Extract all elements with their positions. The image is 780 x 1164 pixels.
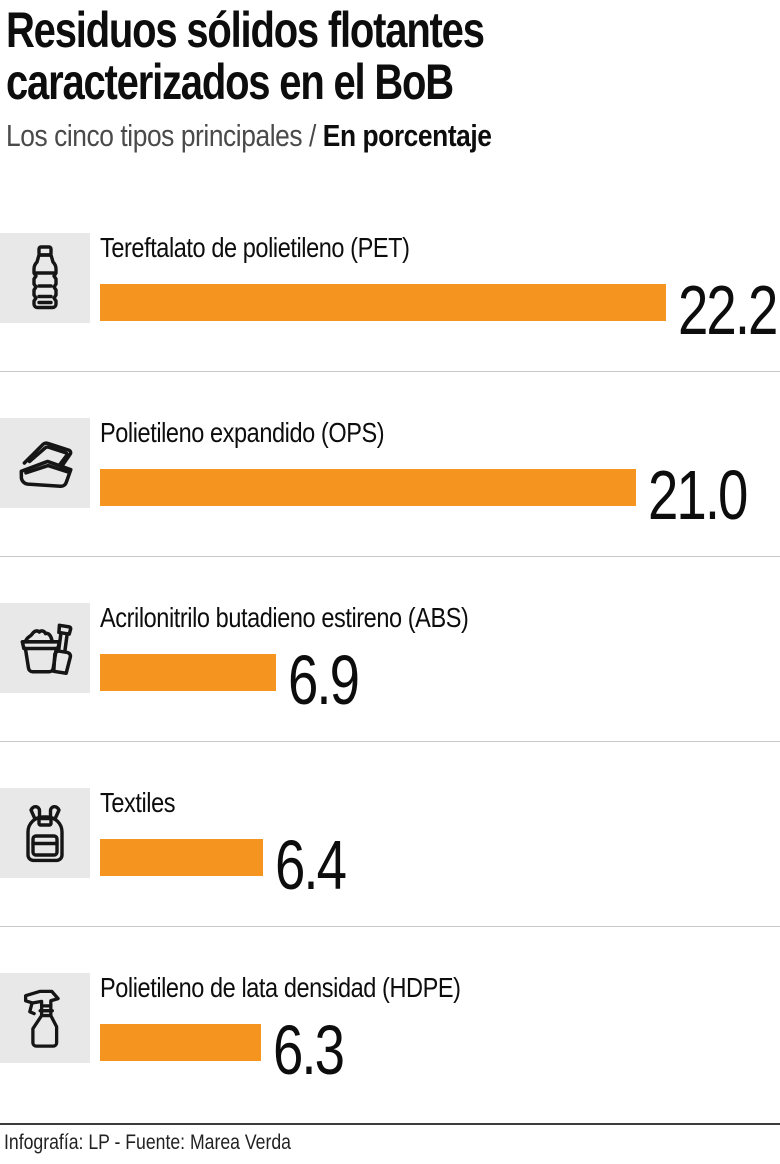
bar-line: 6.4: [100, 806, 365, 900]
bar-value: 6.4: [275, 826, 347, 904]
row-separator: [0, 926, 780, 927]
bar: [100, 469, 636, 506]
bar-chart: Tereftalato de polietileno (PET) 22.2 Po…: [0, 232, 780, 1085]
footer: Infografía: LP - Fuente: Marea Verda: [0, 1123, 780, 1156]
subtitle-bold: En porcentaje: [322, 118, 492, 153]
row-separator: [0, 556, 780, 557]
icon-box: [0, 973, 90, 1063]
chart-row-textiles: Textiles 6.4: [0, 787, 780, 900]
chart-row-pet: Tereftalato de polietileno (PET) 22.2: [0, 232, 780, 345]
page-subtitle: Los cinco tipos principales / En porcent…: [6, 118, 780, 154]
row-content: Textiles 6.4: [100, 787, 780, 900]
chart-row-hdpe: Polietileno de lata densidad (HDPE) 6.3: [0, 972, 780, 1085]
icon-box: [0, 788, 90, 878]
category-label: Textiles: [100, 787, 176, 818]
bar-value: 6.3: [273, 1011, 345, 1089]
page-title: Residuos sólidos flotantes caracterizado…: [6, 4, 780, 108]
water-bottle-icon: [32, 245, 58, 310]
bar: [100, 1024, 261, 1061]
footer-credit: Infografía: LP - Fuente: Marea Verda: [4, 1131, 291, 1154]
title-line-1: Residuos sólidos flotantes: [6, 2, 485, 58]
chart-row-ops: Polietileno expandido (OPS) 21.0: [0, 417, 780, 530]
row-content: Tereftalato de polietileno (PET) 22.2: [100, 232, 780, 345]
bar-value: 22.2: [678, 271, 778, 349]
bar-value: 6.9: [288, 641, 360, 719]
row-separator: [0, 371, 780, 372]
bar-value: 21.0: [648, 456, 748, 534]
row-content: Acrilonitrilo butadieno estireno (ABS) 6…: [100, 602, 780, 715]
bar-line: 6.9: [100, 621, 378, 715]
row-content: Polietileno de lata densidad (HDPE) 6.3: [100, 972, 780, 1085]
category-label: Polietileno expandido (OPS): [100, 417, 385, 448]
row-separator: [0, 741, 780, 742]
category-label: Acrilonitrilo butadieno estireno (ABS): [100, 602, 469, 633]
bar-line: 21.0: [100, 436, 774, 530]
chart-row-abs: Acrilonitrilo butadieno estireno (ABS) 6…: [0, 602, 780, 715]
subtitle-regular: Los cinco tipos principales /: [6, 118, 323, 153]
row-content: Polietileno expandido (OPS) 21.0: [100, 417, 780, 530]
infographic-page: Residuos sólidos flotantes caracterizado…: [0, 4, 780, 1164]
bar: [100, 284, 666, 321]
bar-line: 6.3: [100, 991, 363, 1085]
takeout-container-icon: [19, 441, 73, 488]
icon-box: [0, 603, 90, 693]
category-label: Tereftalato de polietileno (PET): [100, 232, 410, 263]
backpack-icon: [26, 804, 64, 863]
icon-box: [0, 233, 90, 323]
title-line-2: caracterizados en el BoB: [6, 54, 454, 110]
sand-bucket-shovel-icon: [20, 623, 73, 676]
bar-line: 22.2: [100, 251, 780, 345]
icon-box: [0, 418, 90, 508]
category-label: Polietileno de lata densidad (HDPE): [100, 972, 461, 1003]
bar: [100, 839, 263, 876]
bar: [100, 654, 276, 691]
spray-bottle-icon: [23, 989, 60, 1048]
